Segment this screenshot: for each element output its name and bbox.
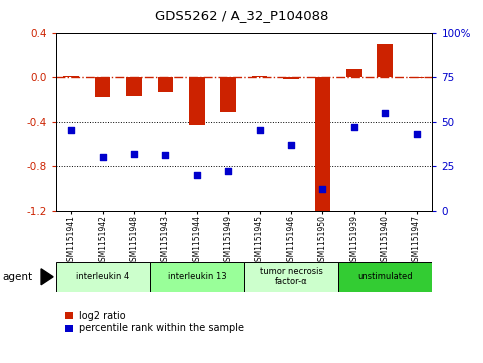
Text: interleukin 13: interleukin 13 [168, 272, 226, 281]
Point [99, 154, 107, 160]
Text: log2 ratio: log2 ratio [79, 311, 126, 321]
Text: interleukin 4: interleukin 4 [76, 272, 129, 281]
Bar [283, 77, 299, 79]
Point [193, 172, 201, 178]
Text: agent: agent [2, 272, 32, 282]
Point [161, 152, 170, 158]
Bar [314, 77, 330, 219]
Point [68, 128, 75, 134]
Bar [244, 262, 338, 291]
Point [130, 151, 138, 156]
Text: GDS5262 / A_32_P104088: GDS5262 / A_32_P104088 [155, 9, 328, 22]
Point [412, 131, 420, 137]
Point [287, 142, 295, 148]
Point [224, 168, 232, 174]
Bar [377, 44, 393, 77]
Bar [63, 76, 79, 77]
Bar [157, 77, 173, 91]
Bar [252, 76, 268, 77]
Bar [346, 69, 362, 77]
Text: percentile rank within the sample: percentile rank within the sample [79, 323, 244, 333]
Point [382, 110, 389, 115]
Bar [220, 77, 236, 111]
Text: tumor necrosis
factor-α: tumor necrosis factor-α [259, 267, 323, 286]
Point [350, 124, 357, 130]
Bar [409, 77, 425, 78]
Bar [126, 77, 142, 96]
Bar [338, 262, 432, 291]
Bar [189, 77, 205, 125]
Bar [56, 262, 150, 291]
Point [256, 128, 264, 134]
Text: unstimulated: unstimulated [357, 272, 413, 281]
Point [319, 186, 327, 192]
Bar [150, 262, 244, 291]
Bar [95, 77, 111, 97]
